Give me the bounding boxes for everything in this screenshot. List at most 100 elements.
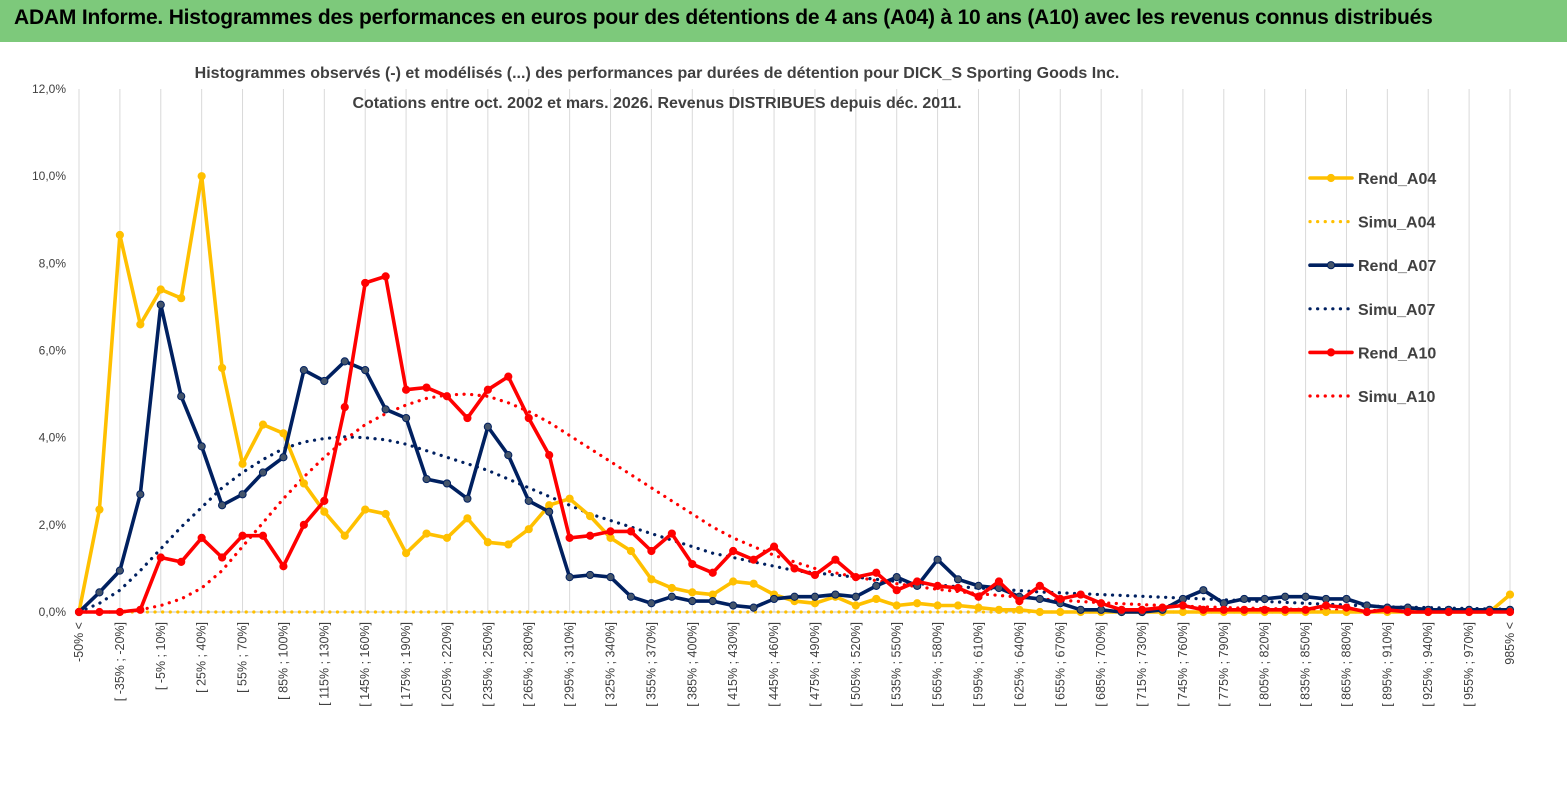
data-point: [565, 573, 574, 582]
gridlines: [78, 89, 1511, 613]
y-tick-label: 2,0%: [39, 518, 67, 532]
data-point: [463, 413, 472, 423]
x-tick-label: [ 955% ; 970%]: [1462, 622, 1476, 707]
data-point: [606, 527, 615, 536]
data-point: [1219, 605, 1228, 614]
data-point: [197, 442, 206, 451]
x-tick-label: [ 25% ; 40%]: [195, 622, 209, 693]
y-tick-label: 0,0%: [39, 605, 67, 619]
legend-item: Rend_A07: [1308, 258, 1436, 275]
data-point: [115, 607, 124, 617]
data-point: [504, 451, 513, 460]
data-point: [422, 529, 431, 538]
data-point: [953, 583, 963, 593]
series-lines: [74, 172, 1515, 617]
x-tick-label: [ 445% ; 460%]: [767, 622, 781, 707]
y-tick-label: 4,0%: [39, 431, 67, 445]
data-point: [892, 573, 901, 582]
data-point: [463, 494, 472, 503]
data-point: [238, 490, 247, 499]
data-point: [177, 392, 186, 401]
data-point: [1015, 597, 1024, 606]
data-point: [401, 385, 411, 394]
data-point: [156, 300, 165, 309]
data-point: [626, 546, 636, 556]
data-point: [851, 573, 860, 582]
data-point: [688, 588, 697, 597]
x-tick-label: -50% <: [72, 622, 86, 662]
data-point: [892, 601, 901, 610]
data-point: [136, 490, 145, 499]
data-point: [974, 581, 983, 590]
legend-label: Rend_A07: [1358, 258, 1436, 275]
data-point: [729, 577, 738, 586]
y-tick-label: 6,0%: [39, 344, 67, 358]
data-point: [769, 594, 779, 604]
report-title: ADAM Informe. Histogrammes des performan…: [14, 6, 1433, 29]
data-point: [933, 601, 942, 610]
data-point: [872, 594, 881, 604]
data-point: [1240, 594, 1249, 604]
data-point: [667, 592, 676, 601]
data-point: [953, 575, 963, 584]
data-point: [218, 501, 227, 510]
data-point: [1056, 607, 1065, 617]
x-tick-label: [ 325% ; 340%]: [604, 622, 618, 707]
legend-item: Simu_A07: [1308, 302, 1435, 319]
data-point: [504, 540, 513, 549]
data-point: [749, 555, 758, 564]
legend-marker: [1326, 261, 1336, 270]
data-point: [442, 533, 452, 543]
data-point: [136, 320, 145, 329]
x-tick-label: [ 625% ; 640%]: [1012, 622, 1026, 707]
x-tick-label: [ 835% ; 850%]: [1299, 622, 1313, 707]
data-point: [238, 459, 247, 468]
data-point: [790, 592, 799, 601]
data-point: [320, 496, 329, 505]
data-point: [892, 586, 901, 595]
data-point: [688, 559, 697, 569]
data-point: [340, 531, 349, 540]
x-tick-label: 985% <: [1503, 622, 1517, 665]
data-point: [667, 529, 676, 538]
x-tick-label: [ 475% ; 490%]: [808, 622, 822, 707]
data-point: [851, 592, 860, 601]
data-point: [1465, 607, 1474, 617]
data-point: [1117, 605, 1126, 614]
data-point: [1362, 607, 1372, 617]
data-point: [218, 553, 227, 562]
data-point: [238, 531, 247, 540]
x-tick-label: [ 655% ; 670%]: [1053, 622, 1067, 707]
legend-label: Simu_A04: [1358, 215, 1435, 232]
legend-item: Simu_A10: [1308, 389, 1435, 406]
x-tick-label: [ 685% ; 700%]: [1094, 622, 1108, 707]
series-line: [77, 392, 1512, 614]
legend-label: Simu_A07: [1358, 302, 1435, 319]
x-tick-label: [ 295% ; 310%]: [563, 622, 577, 707]
data-point: [156, 553, 165, 562]
x-tick-label: [ 85% ; 100%]: [276, 622, 290, 700]
x-tick-label: [ 775% ; 790%]: [1217, 622, 1231, 707]
x-tick-label: [ 415% ; 430%]: [726, 622, 740, 707]
data-point: [1505, 607, 1515, 617]
data-point: [320, 507, 329, 516]
data-point: [708, 597, 717, 606]
y-tick-label: 12,0%: [32, 82, 66, 96]
data-point: [463, 514, 472, 523]
histogram-chart: Histogrammes observés (-) et modélisés (…: [32, 65, 1517, 707]
data-point: [483, 385, 492, 394]
data-point: [361, 366, 370, 375]
data-point: [933, 581, 942, 590]
data-point: [483, 422, 492, 431]
x-tick-label: [ -35% ; -20%]: [113, 622, 127, 701]
data-point: [320, 376, 329, 386]
x-tick-label: [ 235% ; 250%]: [481, 622, 495, 707]
x-tick-label: [ 355% ; 370%]: [644, 622, 658, 707]
data-point: [299, 366, 308, 375]
data-point: [1076, 605, 1085, 614]
legend-marker: [1326, 348, 1336, 357]
data-point: [606, 573, 615, 582]
data-point: [1035, 581, 1044, 590]
data-point: [340, 357, 349, 366]
data-point: [1444, 607, 1453, 617]
